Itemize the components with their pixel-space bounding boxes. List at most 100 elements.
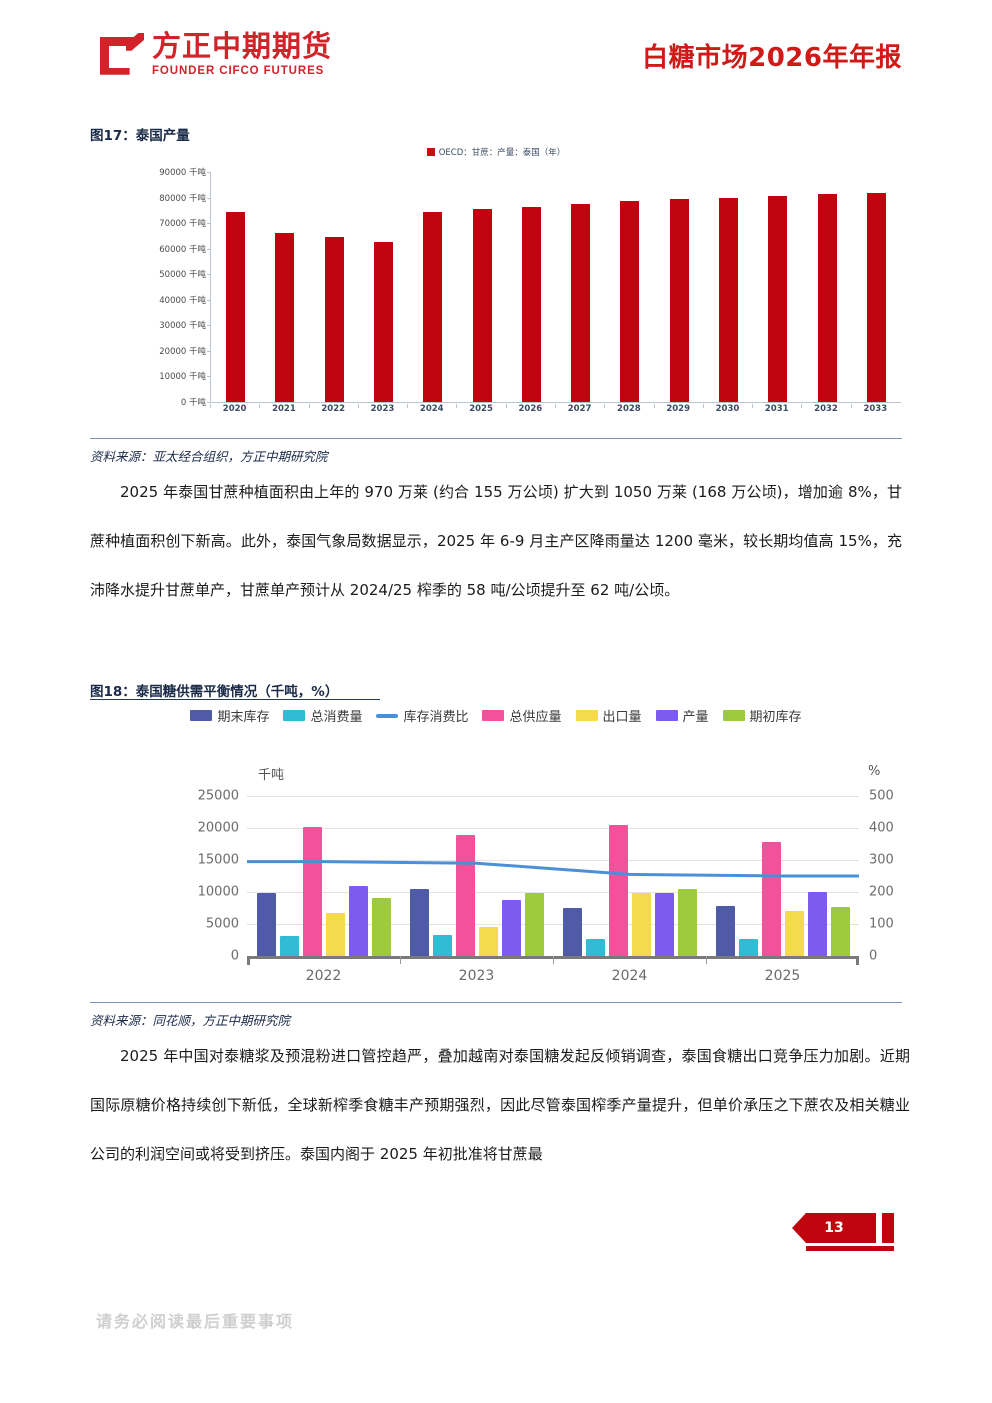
- figure17-x-tick-mark: [210, 404, 211, 408]
- figure17-x-tick-mark: [752, 404, 754, 408]
- figure18-y-tick-label: 0: [230, 948, 239, 964]
- figure18-legend-item[interactable]: 总供应量: [482, 706, 562, 725]
- figure18-bar: [761, 842, 781, 956]
- figure17-y-tick-label: 60000 千吨: [159, 244, 206, 255]
- figure18-legend-label: 产量: [682, 710, 709, 725]
- figure18-bar: [325, 913, 345, 956]
- figure17-y-tick-label: 90000 千吨: [159, 168, 206, 178]
- figure18-bar: [562, 908, 582, 956]
- figure17-y-tick-mark: [207, 223, 211, 225]
- figure17-x-tick-mark: [604, 404, 606, 408]
- figure18-legend: 期末库存 总消费量 库存消费比 总供应量 出口量 产量 期初库存: [90, 706, 902, 725]
- figure18-y2-tick-label: 500: [869, 788, 894, 804]
- figure18-legend-item[interactable]: 期末库存: [190, 706, 269, 725]
- page-number-text: 13: [824, 1220, 844, 1236]
- figure18-gridline: [247, 796, 859, 797]
- figure17-bar: [718, 197, 738, 402]
- figure17-legend: OECD：甘蔗：产量：泰国（年）: [90, 146, 902, 158]
- figure17-x-tick-label: 2023: [370, 404, 395, 414]
- figure18-legend-label: 库存消费比: [403, 710, 469, 725]
- figure18-bar: [524, 893, 544, 956]
- figure18-y-tick-label: 15000: [197, 852, 239, 868]
- figure17-bar-column: [457, 172, 506, 402]
- figure17-y-tick-mark: [207, 325, 211, 327]
- figure17-source: 资料来源：亚太经合组织，方正中期研究院: [90, 449, 328, 464]
- figure17-x-tick-label: 2030: [715, 404, 740, 414]
- figure18-bar: [478, 927, 498, 956]
- figure17-x-tick-label: 2031: [764, 404, 789, 414]
- figure18-chart: 期末库存 总消费量 库存消费比 总供应量 出口量 产量 期初库存 千吨 % 0 0 5000 10…: [90, 700, 902, 1000]
- figure17-bar: [866, 193, 886, 402]
- figure17-x-tick-mark: [456, 404, 458, 408]
- figure18-bar: [455, 835, 475, 956]
- figure18-bar: [784, 911, 804, 956]
- figure17-bar: [373, 242, 393, 402]
- logo-english-name: FOUNDER CIFCO FUTURES: [152, 65, 325, 77]
- figure18-plot: 0 0 5000 100 10000 200 15000 300 20000 400 25000 50…: [198, 789, 894, 965]
- figure18-x-tick-label: 2023: [458, 968, 495, 984]
- figure18-bar: [371, 897, 391, 956]
- figure18-x-tick-mark: [553, 956, 554, 964]
- figure17-x-tick-label: 2033: [863, 404, 888, 414]
- figure17-x-tick-label: 2026: [518, 404, 543, 414]
- figure17-x-tick-mark: [308, 404, 310, 408]
- figure17-bar: [817, 193, 837, 402]
- figure18-bar: [715, 906, 735, 956]
- figure18-legend-swatch: [722, 710, 745, 721]
- figure18-legend-swatch: [376, 713, 399, 718]
- figure17-x-tick-label: 2021: [272, 404, 296, 414]
- figure18-y2-tick-label: 100: [869, 916, 894, 932]
- figure18-legend-item[interactable]: 库存消费比: [376, 706, 468, 725]
- figure17-x-axis-labels: 2020 2021 2022 2023 2024 2025 2026 2027 2028 2029…: [210, 404, 900, 414]
- figure18-bar: [807, 892, 827, 956]
- figure17-x-tick-label: 2024: [419, 404, 444, 414]
- logo-mark-icon: [100, 32, 144, 77]
- figure18-bottom-rule: [90, 1002, 902, 1003]
- figure18-legend-label: 总消费量: [310, 710, 363, 725]
- figure17-x-tick-mark: [259, 404, 261, 408]
- figure18-legend-item[interactable]: 产量: [655, 706, 709, 725]
- figure18-axis-end-cap: [856, 956, 859, 965]
- figure18-bar: [631, 893, 651, 956]
- figure17-chart: OECD：甘蔗：产量：泰国（年） 0 千吨 10000 千吨 20000 千吨 300…: [90, 142, 902, 438]
- figure18-bar: [608, 824, 628, 956]
- figure18-x-tick-label: 2022: [305, 968, 342, 984]
- figure17-bar: [571, 203, 591, 402]
- figure18-gridline: [247, 828, 859, 829]
- figure17-x-tick-label: 2028: [617, 404, 641, 414]
- figure18-y-tick-label: 25000: [197, 788, 239, 804]
- figure17-y-tick-label: 20000 千吨: [159, 346, 206, 357]
- figure18-bar: [677, 889, 697, 956]
- figure18-source: 资料来源：同花顺，方正中期研究院: [90, 1013, 291, 1028]
- figure17-bar-column: [310, 172, 359, 402]
- figure17-y-tick-label: 80000 千吨: [159, 193, 206, 204]
- figure18-legend-item[interactable]: 出口量: [575, 706, 642, 725]
- figure17-bar-column: [408, 172, 457, 402]
- figure17-x-tick-label: 2020: [222, 404, 247, 414]
- figure18-bar: [256, 892, 276, 956]
- figure18-legend-item[interactable]: 总消费量: [283, 706, 362, 725]
- figure17-x-tick-mark: [357, 404, 359, 408]
- figure17-y-tick-label: 0 千吨: [180, 398, 206, 408]
- figure18-bar: [738, 938, 758, 956]
- figure17-bar-column: [359, 172, 408, 402]
- figure17-y-tick-mark: [207, 248, 211, 250]
- figure17-y-tick-mark: [207, 172, 211, 173]
- figure18-y-tick-label: 5000: [205, 916, 239, 932]
- figure17-bottom-rule: [90, 438, 902, 439]
- figure18-bar: [432, 934, 452, 956]
- figure18-y2-tick-label: 200: [869, 884, 894, 900]
- figure17-y-tick-label: 30000 千吨: [159, 321, 206, 332]
- figure17-y-tick-label: 10000 千吨: [159, 372, 206, 383]
- figure18-legend-item[interactable]: 期初库存: [722, 706, 802, 725]
- figure18-bar: [409, 889, 429, 956]
- figure18-x-tick-mark: [400, 956, 401, 964]
- figure18-y-tick-label: 20000: [197, 820, 239, 836]
- figure17-bar-column: [556, 172, 605, 402]
- figure17-bar: [669, 198, 689, 402]
- figure17-bar-column: [802, 172, 851, 402]
- figure18-x-tick-label: 2025: [764, 968, 801, 984]
- figure17-bar: [226, 211, 246, 402]
- legend-swatch-oecd: [426, 148, 435, 156]
- figure17-bar-column: [753, 172, 802, 402]
